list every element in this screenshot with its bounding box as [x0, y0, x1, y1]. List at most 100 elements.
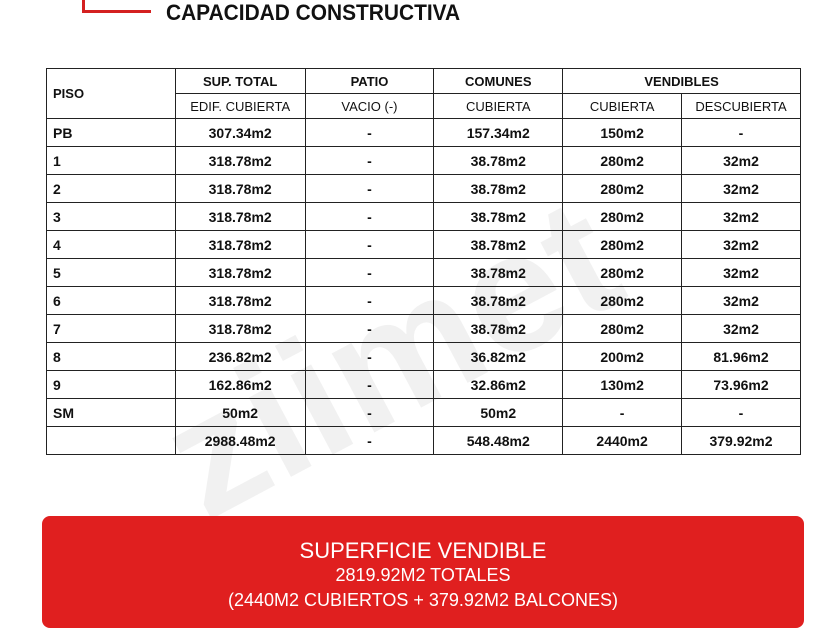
table-cell	[46, 426, 176, 455]
table-cell: 157.34m2	[433, 118, 564, 147]
table-row: 6 318.78m2-38.78m2 280m2 32m2	[46, 286, 801, 315]
table-cell: -	[681, 118, 801, 147]
table-row: 2988.48m2-548.48m2 2440m2 379.92m2	[46, 426, 801, 455]
table-cell: -	[304, 314, 435, 343]
table-cell: -	[304, 202, 435, 231]
header-piso: PISO	[46, 68, 176, 119]
table-cell: -	[562, 398, 683, 427]
table-cell: -	[304, 370, 435, 399]
table-cell: -	[304, 398, 435, 427]
table-row: 3 318.78m2-38.78m2 280m2 32m2	[46, 202, 801, 231]
table-cell: 9	[46, 370, 176, 399]
table-cell: 307.34m2	[174, 118, 306, 147]
table-cell: 50m2	[433, 398, 564, 427]
table-row: 7 318.78m2-38.78m2 280m2 32m2	[46, 314, 801, 343]
table-cell: 318.78m2	[174, 230, 306, 259]
table-cell: 73.96m2	[681, 370, 801, 399]
capacity-table: PISO SUP. TOTAL PATIO COMUNES VENDIBLES …	[46, 68, 801, 455]
table-cell: 1	[46, 146, 176, 175]
table-cell: 36.82m2	[433, 342, 564, 371]
summary-detail: (2440M2 CUBIERTOS + 379.92M2 BALCONES)	[227, 590, 618, 610]
table-cell: -	[304, 426, 435, 455]
table-cell: 379.92m2	[681, 426, 801, 455]
table-cell: 38.78m2	[433, 174, 564, 203]
table-cell: 38.78m2	[433, 314, 564, 343]
subheader: CUBIERTA	[433, 93, 564, 119]
table-row: 9 162.86m2-32.86m2 130m2 73.96m2	[46, 370, 801, 399]
page-title: CAPACIDAD CONSTRUCTIVA	[166, 0, 461, 25]
table-cell: 5	[46, 258, 176, 287]
table-cell: -	[304, 230, 435, 259]
table-row: SM 50m2-50m2- -	[46, 398, 801, 427]
table-cell: 280m2	[562, 174, 683, 203]
table-cell: 81.96m2	[681, 342, 801, 371]
table-row: 2 318.78m2-38.78m2 280m2 32m2	[46, 174, 801, 203]
header-row-1: PISO SUP. TOTAL PATIO COMUNES VENDIBLES	[46, 68, 801, 119]
table-cell: 200m2	[562, 342, 683, 371]
table-cell: 3	[46, 202, 176, 231]
summary-box: SUPERFICIE VENDIBLE 2819.92M2 TOTALES (2…	[42, 516, 804, 628]
table-cell: 32m2	[681, 314, 801, 343]
table-cell: 280m2	[562, 202, 683, 231]
table-cell: 7	[46, 314, 176, 343]
table-cell: 6	[46, 286, 176, 315]
table-cell: 318.78m2	[174, 314, 306, 343]
table-row: 4 318.78m2-38.78m2 280m2 32m2	[46, 230, 801, 259]
table-cell: 318.78m2	[174, 286, 306, 315]
table-cell: -	[304, 342, 435, 371]
table-row: 5 318.78m2-38.78m2 280m2 32m2	[46, 258, 801, 287]
table-cell: -	[304, 174, 435, 203]
table-cell: 32m2	[681, 258, 801, 287]
table-cell: -	[304, 286, 435, 315]
header-vendibles: VENDIBLES	[562, 68, 801, 94]
subheader: DESCUBIERTA	[681, 93, 801, 119]
summary-total: 2819.92M2 TOTALES	[335, 565, 511, 585]
subheader: CUBIERTA	[562, 93, 683, 119]
table-cell: 318.78m2	[174, 174, 306, 203]
table-cell: 318.78m2	[174, 258, 306, 287]
table-cell: -	[304, 118, 435, 147]
table-cell: 280m2	[562, 230, 683, 259]
table-cell: 38.78m2	[433, 230, 564, 259]
table-row: 1 318.78m2-38.78m2 280m2 32m2	[46, 146, 801, 175]
subheader: EDIF. CUBIERTA	[174, 93, 306, 119]
table-cell: 162.86m2	[174, 370, 306, 399]
table-cell: 32m2	[681, 286, 801, 315]
table-cell: 280m2	[562, 258, 683, 287]
table-cell: 32m2	[681, 174, 801, 203]
table-row: PB 307.34m2-157.34m2 150m2-	[46, 118, 801, 147]
subheader: VACIO (-)	[304, 93, 435, 119]
table-cell: 130m2	[562, 370, 683, 399]
table-cell: 38.78m2	[433, 286, 564, 315]
table-cell: 32m2	[681, 146, 801, 175]
table-cell: 4	[46, 230, 176, 259]
table-cell: SM	[46, 398, 176, 427]
table-cell: 8	[46, 342, 176, 371]
table-cell: PB	[46, 118, 176, 147]
decorative-corner	[82, 0, 151, 13]
table-cell: 38.78m2	[433, 146, 564, 175]
table-cell: 318.78m2	[174, 146, 306, 175]
summary-title: SUPERFICIE VENDIBLE	[299, 538, 547, 563]
table-cell: 32m2	[681, 202, 801, 231]
header-sup-total: SUP. TOTAL	[174, 68, 306, 94]
table-cell: 50m2	[174, 398, 306, 427]
table-cell: 38.78m2	[433, 258, 564, 287]
table-cell: 2988.48m2	[174, 426, 306, 455]
table-cell: 38.78m2	[433, 202, 564, 231]
table-cell: -	[304, 258, 435, 287]
table-cell: 236.82m2	[174, 342, 306, 371]
table-cell: 280m2	[562, 286, 683, 315]
table-cell: 280m2	[562, 146, 683, 175]
header-comunes: COMUNES	[433, 68, 564, 94]
table-cell: -	[304, 146, 435, 175]
header-row-2: EDIF. CUBIERTA VACIO (-) CUBIERTA CUBIER…	[47, 93, 801, 119]
table-cell: 548.48m2	[433, 426, 564, 455]
header-patio: PATIO	[304, 68, 435, 94]
table-cell: 2440m2	[562, 426, 683, 455]
table-cell: 280m2	[562, 314, 683, 343]
table-cell: 32m2	[681, 230, 801, 259]
table-cell: 32.86m2	[433, 370, 564, 399]
table-cell: 2	[46, 174, 176, 203]
table-cell: 318.78m2	[174, 202, 306, 231]
